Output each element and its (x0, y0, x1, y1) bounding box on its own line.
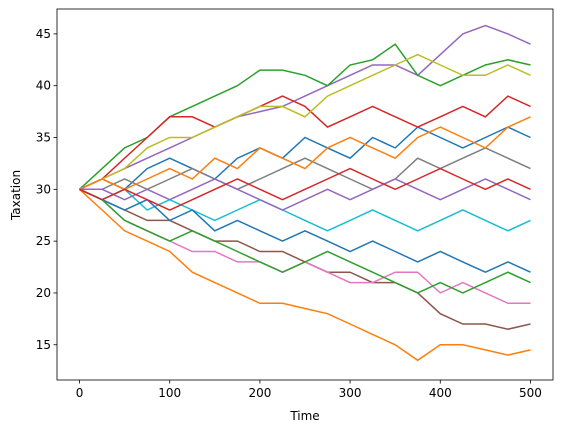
y-tick-label: 25 (36, 234, 51, 248)
series-line (79, 116, 531, 191)
x-axis-label: Time (289, 409, 319, 423)
y-tick-label: 15 (36, 338, 51, 352)
series-line (78, 188, 531, 362)
x-tick-label: 400 (429, 386, 452, 400)
lines (78, 24, 531, 362)
x-tick-label: 300 (339, 386, 362, 400)
x-tick-label: 200 (248, 386, 271, 400)
y-tick-label: 20 (36, 286, 51, 300)
series-line (79, 188, 531, 294)
y-tick-label: 30 (36, 182, 51, 196)
x-tick-label: 500 (519, 386, 542, 400)
axes-frame (56, 8, 554, 381)
series-line (79, 188, 531, 274)
y-tick-label: 40 (36, 79, 51, 93)
plot-area (57, 9, 553, 380)
y-tick-label: 45 (36, 27, 51, 41)
series-line (79, 178, 531, 211)
y-tick-label: 35 (36, 131, 51, 145)
y-axis-label: Taxation (9, 170, 23, 221)
series-line (79, 126, 531, 191)
x-tick-label: 0 (76, 386, 84, 400)
series-line (79, 167, 531, 211)
x-tick-label: 100 (158, 386, 181, 400)
series-line (79, 24, 531, 190)
series-line (79, 95, 531, 190)
series-line (79, 53, 531, 190)
series-line (79, 147, 531, 191)
